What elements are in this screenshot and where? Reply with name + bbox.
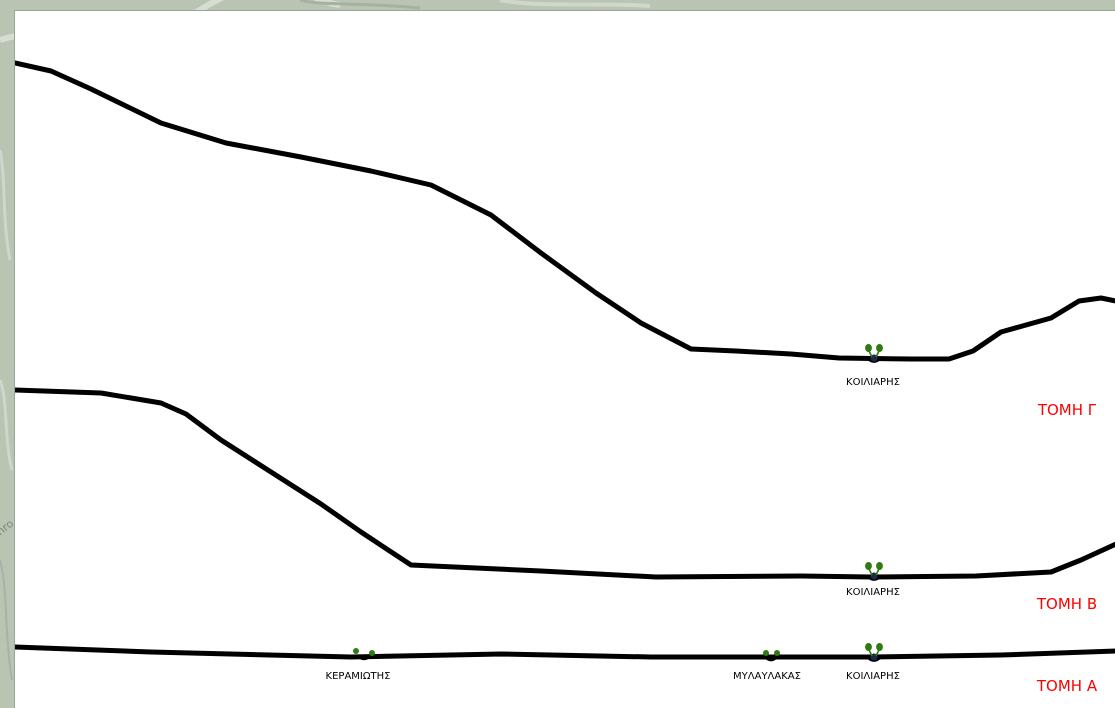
profile-line-section-g	[15, 60, 1115, 362]
tree-marker-a-keramiotis	[353, 648, 375, 661]
marker-label-g-koiliaris: ΚΟΙΛΙΑΡΗΣ	[846, 377, 900, 388]
profile-panel: ΚΟΙΛΙΑΡΗΣ ΚΟΙΛΙΑΡΗΣ ΚΕΡΑΜΙΩΤΗΣ ΜΥΛΑΥΛΑΚΑ…	[14, 10, 1115, 708]
tree-icon	[876, 643, 883, 651]
section-label-a: ΤΟΜΗ Α	[1036, 677, 1098, 695]
tree-marker-g-koiliaris	[865, 344, 883, 363]
tree-icon	[369, 650, 375, 656]
tree-marker-b-koiliaris	[865, 562, 883, 581]
tree-icon	[865, 562, 872, 570]
marker-label-b-koiliaris: ΚΟΙΛΙΑΡΗΣ	[846, 587, 900, 598]
tree-icon	[763, 650, 769, 656]
marker-label-a-keramiotis: ΚΕΡΑΜΙΩΤΗΣ	[326, 671, 391, 682]
tree-icon	[774, 650, 780, 656]
tree-icon	[876, 344, 883, 352]
tree-icon	[876, 562, 883, 570]
tree-marker-a-koiliaris	[865, 643, 883, 662]
marker-label-a-mylavlakas: ΜΥΛΑΥΛΑΚΑΣ	[733, 671, 801, 682]
tree-icon	[353, 648, 359, 654]
section-label-g: ΤΟΜΗ Γ	[1037, 401, 1097, 419]
profile-line-section-b	[15, 387, 1115, 580]
tree-icon	[865, 344, 872, 352]
section-label-b: ΤΟΜΗ Β	[1036, 595, 1097, 613]
profile-line-section-a	[15, 644, 1115, 660]
marker-label-a-koiliaris: ΚΟΙΛΙΑΡΗΣ	[846, 671, 900, 682]
tree-icon	[865, 643, 872, 651]
tree-marker-a-mylavlakas	[763, 650, 780, 662]
profile-diagram: ΚΟΙΛΙΑΡΗΣ ΚΟΙΛΙΑΡΗΣ ΚΕΡΑΜΙΩΤΗΣ ΜΥΛΑΥΛΑΚΑ…	[15, 60, 1115, 695]
